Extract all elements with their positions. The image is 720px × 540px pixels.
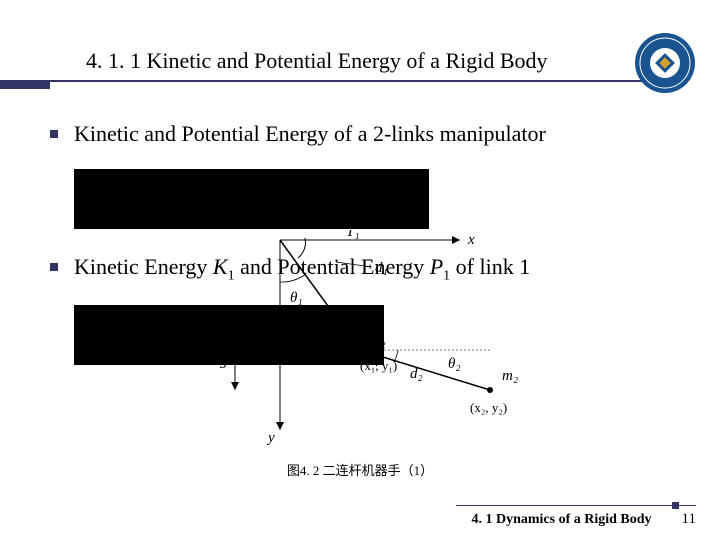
footer-section: 4. 1 Dynamics of a Rigid Body: [471, 512, 651, 528]
theta1-label: θ₁: [290, 290, 303, 306]
figure-caption: 图4. 2 二连杆机器手（1）: [0, 460, 720, 479]
footer-line: [456, 505, 696, 506]
bullet-icon: [50, 130, 58, 138]
d1-label: d₁: [375, 260, 388, 276]
d2-label: d₂: [410, 366, 423, 382]
bullet-text-1: Kinetic and Potential Energy of a 2-link…: [74, 120, 546, 149]
y-axis-label: y: [266, 430, 275, 446]
title-underline-long: [50, 80, 670, 82]
m2-label: m₂: [502, 368, 518, 384]
page-number: 11: [682, 511, 696, 528]
t1-label: T₁: [346, 230, 360, 240]
bullet-item: Kinetic and Potential Energy of a 2-link…: [50, 120, 670, 149]
xy2-label: (x₂, y₂): [470, 400, 507, 415]
xy1-label: (x₁, y₁): [360, 358, 397, 373]
slide-title: 4. 1. 1 Kinetic and Potential Energy of …: [86, 48, 548, 74]
title-underline-short: [0, 80, 50, 89]
two-link-diagram: x y T₁ d₁ θ₁ m₁ T₂ d₂ θ₂ m₂ (x₁, y₁) (x₂…: [150, 230, 570, 480]
m1-label: m₁: [340, 320, 356, 336]
footer-dot: [672, 502, 679, 509]
bullet-icon: [50, 263, 58, 271]
redacted-equation-1: [74, 169, 429, 229]
university-logo: [634, 32, 696, 94]
x-axis-label: x: [467, 232, 475, 248]
theta2-label: θ₂: [448, 356, 461, 372]
t2-label: T₂: [372, 333, 386, 349]
g-label: g: [220, 353, 228, 369]
footer: 4. 1 Dynamics of a Rigid Body 11: [471, 511, 696, 528]
